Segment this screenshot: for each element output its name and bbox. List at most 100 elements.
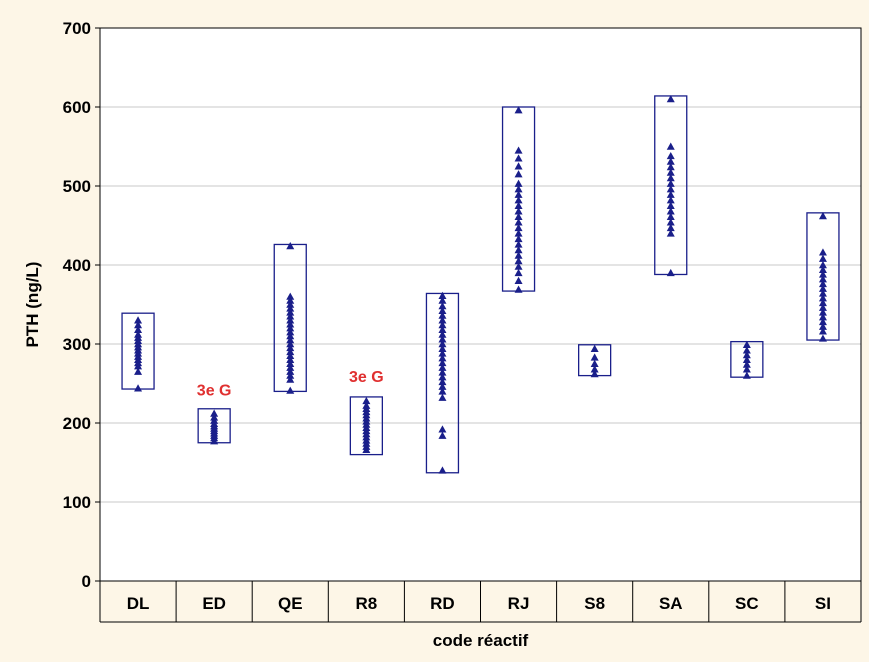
data-point: [286, 375, 295, 383]
annotation-label: 3e G: [197, 382, 232, 399]
data-point: [286, 242, 295, 250]
data-point: [438, 291, 447, 300]
x-category-label: S8: [584, 594, 605, 613]
data-point: [818, 261, 827, 269]
x-category-label: RD: [430, 594, 455, 613]
data-point: [514, 170, 523, 178]
data-point: [286, 371, 295, 379]
data-point: [438, 431, 447, 439]
data-point: [438, 335, 447, 343]
data-point: [742, 346, 751, 354]
data-point: [514, 190, 523, 198]
x-category-label: SI: [815, 594, 831, 613]
data-point: [438, 330, 447, 338]
data-point: [666, 151, 675, 160]
data-point: [514, 207, 523, 215]
data-point: [818, 270, 827, 278]
y-tick-label: 400: [63, 256, 91, 275]
data-point: [818, 322, 827, 330]
data-point: [818, 334, 827, 342]
data-point: [286, 336, 295, 344]
data-point: [590, 353, 599, 361]
y-tick-label: 500: [63, 177, 91, 196]
plot-area: [100, 28, 861, 581]
x-category-label: SC: [735, 594, 759, 613]
data-point: [514, 262, 523, 270]
data-point: [514, 285, 523, 293]
data-point: [666, 168, 675, 176]
data-point: [818, 308, 827, 316]
y-tick-label: 0: [82, 572, 91, 591]
y-tick-label: 600: [63, 98, 91, 117]
data-point: [134, 321, 143, 329]
data-point: [286, 355, 295, 363]
data-point: [438, 306, 447, 315]
data-point: [818, 298, 827, 307]
x-axis-label: code réactif: [433, 631, 529, 650]
data-point: [438, 340, 447, 348]
data-point: [514, 179, 523, 187]
data-point: [666, 196, 675, 204]
data-point: [514, 106, 523, 114]
data-point: [438, 311, 447, 319]
data-point: [514, 229, 523, 237]
data-point: [134, 316, 143, 324]
data-point: [666, 163, 675, 171]
data-point: [286, 332, 295, 340]
data-point: [514, 162, 523, 170]
data-point: [286, 347, 295, 356]
data-point: [514, 196, 523, 204]
data-point: [818, 313, 827, 321]
data-point: [590, 370, 599, 378]
data-point: [286, 296, 295, 304]
data-point: [818, 284, 827, 292]
data-point: [134, 325, 143, 333]
y-tick-label: 300: [63, 335, 91, 354]
data-point: [514, 185, 523, 193]
data-point: [666, 223, 675, 232]
data-point: [362, 396, 371, 405]
data-point: [514, 257, 523, 265]
data-point: [818, 317, 827, 326]
data-point: [210, 409, 219, 417]
x-category-table: DL ED QE R8 RD RJ S8 SA SC SI: [99, 581, 862, 623]
data-point: [438, 344, 447, 352]
data-point: [438, 354, 447, 362]
data-point: [666, 185, 675, 193]
data-point: [286, 320, 295, 328]
data-point: [286, 316, 295, 324]
data-point: [438, 393, 447, 401]
data-point: [286, 359, 295, 367]
data-point: [286, 386, 295, 394]
data-point: [286, 340, 295, 348]
data-point: [286, 304, 295, 312]
data-point: [438, 368, 447, 376]
data-point: [438, 373, 447, 381]
data-point: [666, 95, 675, 103]
data-point: [286, 324, 295, 332]
data-point: [134, 330, 143, 338]
data-point: [742, 371, 751, 379]
data-point: [818, 212, 827, 220]
data-point: [286, 343, 295, 352]
data-point: [742, 365, 751, 373]
data-point: [666, 229, 675, 237]
x-category-label: DL: [127, 594, 150, 613]
x-category-label: R8: [355, 594, 377, 613]
data-point: [666, 157, 675, 165]
data-point: [514, 201, 523, 209]
data-point: [438, 316, 447, 324]
data-point: [438, 325, 447, 333]
x-category-label: ED: [202, 594, 226, 613]
data-point: [514, 218, 523, 226]
data-point: [514, 146, 523, 154]
data-point: [438, 387, 447, 395]
y-tick-label: 700: [63, 19, 91, 38]
data-point: [286, 292, 295, 300]
x-category-label: QE: [278, 594, 303, 613]
data-point: [590, 359, 599, 367]
data-point: [514, 154, 523, 162]
annotations: 3e G 3e G: [197, 369, 384, 399]
data-point: [286, 367, 295, 375]
